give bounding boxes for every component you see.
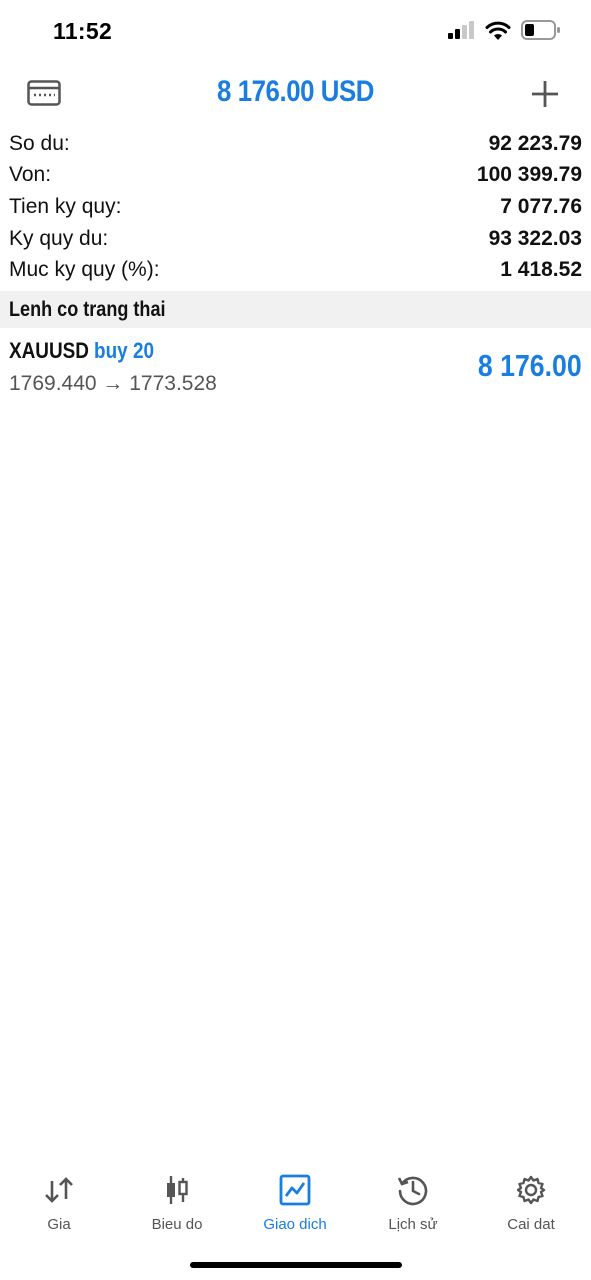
tab-quotes[interactable]: Gia: [0, 1172, 118, 1233]
trade-chart-icon: [279, 1174, 311, 1206]
tab-label: Gia: [47, 1216, 71, 1233]
summary-label: Tien ky quy:: [9, 194, 122, 218]
summary-label: Ky quy du:: [9, 226, 109, 250]
summary-row-margin: Tien ky quy: 7 077.76: [0, 191, 591, 223]
summary-row-balance: So du: 92 223.79: [0, 128, 591, 160]
history-icon: [397, 1176, 428, 1206]
position-symbol: XAUUSD: [9, 338, 89, 363]
status-bar: 11:52: [0, 0, 591, 64]
tab-bar: Gia Bieu do Giao dich: [0, 1160, 591, 1280]
section-title: Lenh co trang thai: [9, 298, 166, 321]
wifi-icon: [485, 21, 511, 40]
wallet-button[interactable]: [26, 78, 62, 108]
tab-settings[interactable]: Cai dat: [472, 1172, 590, 1233]
header: 8 176.00 USD: [0, 68, 591, 120]
tab-history[interactable]: Lịch sử: [354, 1172, 472, 1233]
summary-value: 1 418.52: [500, 258, 582, 282]
wallet-card-icon: [27, 80, 61, 106]
summary-label: So du:: [9, 131, 70, 155]
battery-icon: [521, 20, 560, 40]
summary-row-equity: Von: 100 399.79: [0, 160, 591, 192]
tab-trade[interactable]: Giao dich: [236, 1172, 354, 1233]
summary-row-margin-level: Muc ky quy (%): 1 418.52: [0, 254, 591, 286]
positions-section-header: Lenh co trang thai: [0, 291, 591, 328]
gear-icon: [516, 1175, 546, 1205]
position-prices: 1769.440 → 1773.528: [9, 372, 217, 395]
candlestick-icon: [167, 1176, 188, 1204]
cellular-signal-icon: [448, 21, 474, 39]
tab-label: Bieu do: [151, 1216, 203, 1233]
status-time: 11:52: [53, 18, 113, 44]
tab-label: Cai dat: [507, 1216, 555, 1233]
profit-title: 8 176.00 USD: [217, 75, 374, 108]
plus-icon: [532, 81, 558, 107]
position-profit: 8 176.00: [478, 348, 582, 383]
summary-value: 92 223.79: [488, 131, 582, 155]
tab-label: Lịch sử: [388, 1216, 438, 1233]
position-row[interactable]: XAUUSD buy 20 1769.440 → 1773.528 8 176.0…: [0, 334, 591, 400]
home-indicator: [190, 1262, 402, 1268]
position-title: XAUUSD buy 20: [9, 338, 154, 364]
position-side: buy 20: [94, 338, 155, 363]
summary-value: 100 399.79: [476, 163, 582, 187]
tab-label: Giao dich: [263, 1216, 327, 1233]
account-summary: So du: 92 223.79 Von: 100 399.79 Tien ky…: [0, 128, 591, 286]
quotes-arrows-icon: [45, 1177, 73, 1203]
status-icons: [447, 20, 561, 40]
summary-label: Von:: [9, 163, 52, 187]
summary-row-free-margin: Ky quy du: 93 322.03: [0, 223, 591, 255]
summary-label: Muc ky quy (%):: [9, 258, 160, 282]
summary-value: 93 322.03: [488, 226, 582, 250]
tab-charts[interactable]: Bieu do: [118, 1172, 236, 1233]
new-order-button[interactable]: [528, 77, 562, 111]
summary-value: 7 077.76: [500, 194, 582, 218]
